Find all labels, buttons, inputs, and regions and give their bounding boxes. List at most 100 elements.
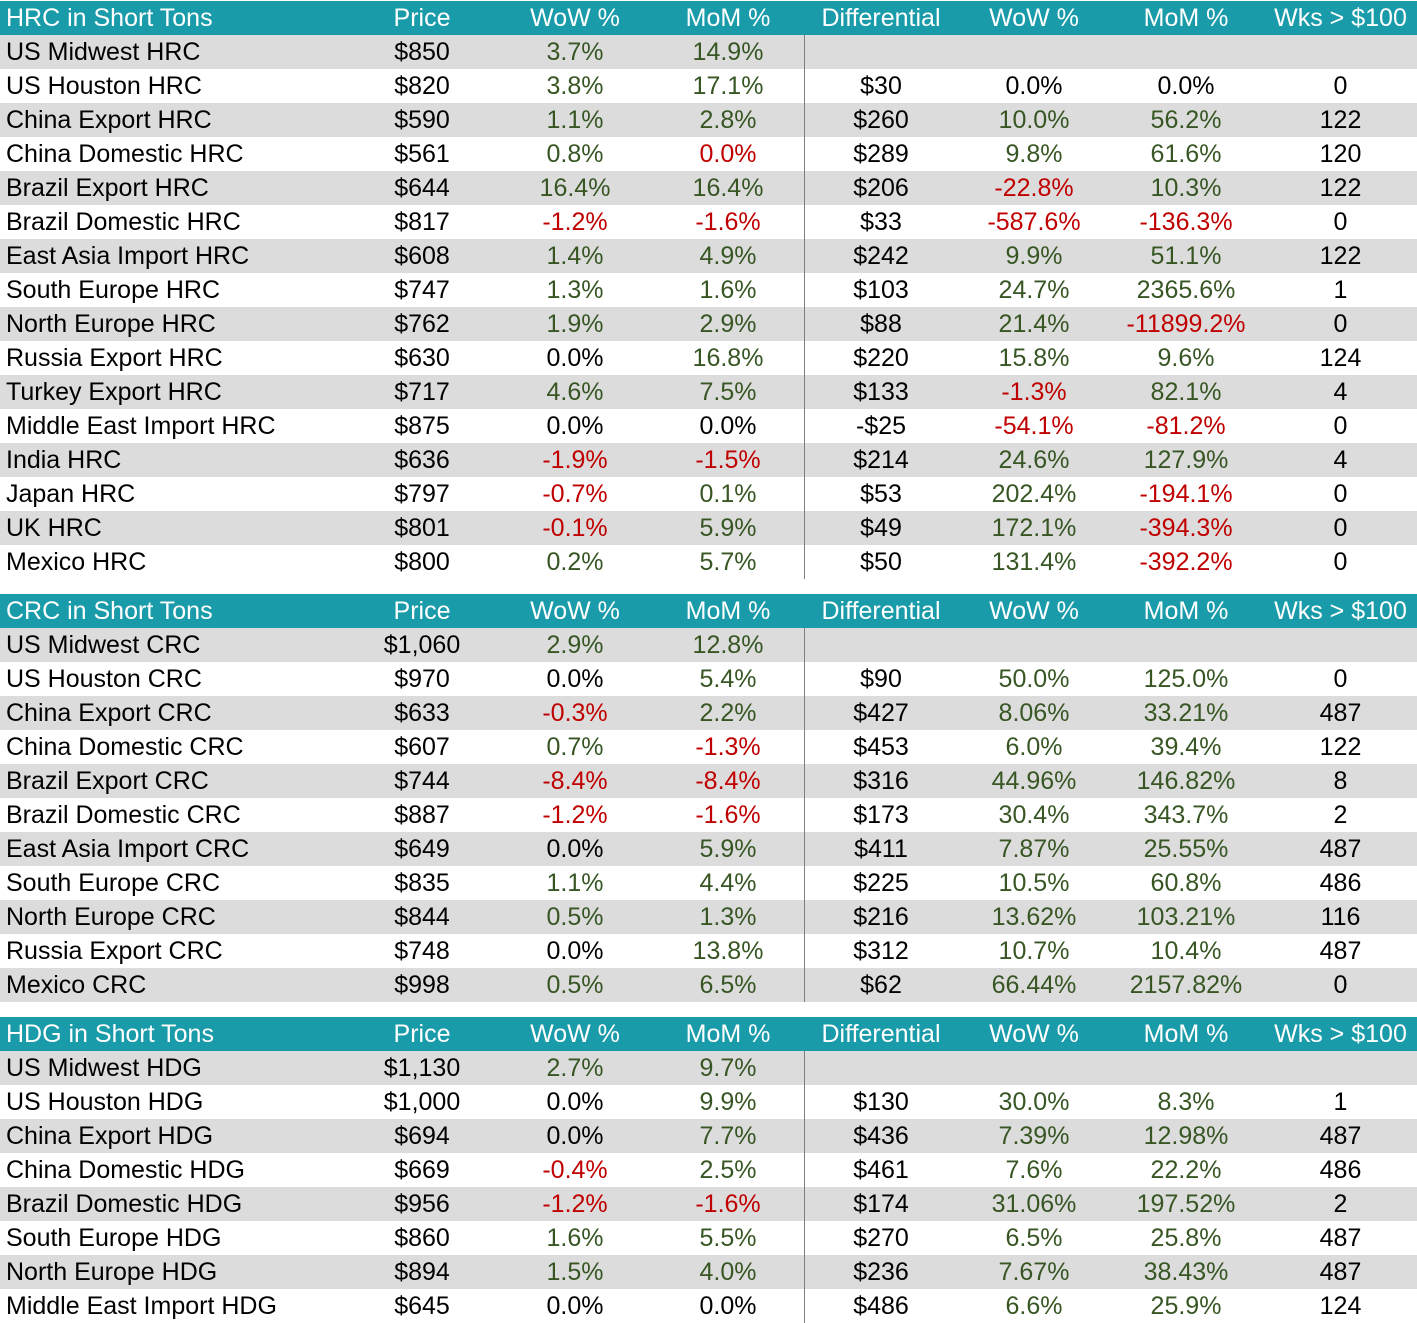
table-cell: $645 xyxy=(394,1292,450,1320)
table-cell: 50.0% xyxy=(998,665,1070,693)
table-cell: 0.0% xyxy=(546,412,604,440)
table-cell: 7.5% xyxy=(699,378,757,406)
table-row: Russia Export CRC $748 0.0% 13.8% $312 10.7% 1… xyxy=(0,934,1417,968)
table-cell: 0.0% xyxy=(1157,72,1215,100)
table-cell: -1.6% xyxy=(695,208,761,236)
table-row: North Europe CRC $844 0.5% 1.3% $216 13.62% 10… xyxy=(0,900,1417,934)
table-cell: 2.9% xyxy=(699,310,757,338)
table-cell xyxy=(1264,628,1417,662)
table-cell: -$25 xyxy=(855,412,907,440)
table-cell: -1.2% xyxy=(542,1190,608,1218)
table-cell: -0.4% xyxy=(542,1156,608,1184)
row-label: US Midwest CRC xyxy=(6,631,201,659)
row-label: US Houston HDG xyxy=(6,1088,204,1116)
table-cell: $88 xyxy=(860,310,902,338)
table-cell: 51.1% xyxy=(1150,242,1222,270)
table-cell: 13.8% xyxy=(692,937,764,965)
table-cell: 124 xyxy=(1319,344,1362,372)
table-cell: $461 xyxy=(853,1156,909,1184)
table-cell: $30 xyxy=(860,72,902,100)
column-header: MoM % xyxy=(685,4,771,32)
table-cell: 10.0% xyxy=(998,106,1070,134)
table-cell xyxy=(958,35,1110,69)
table-cell: $411 xyxy=(854,835,908,863)
column-header: MoM % xyxy=(685,597,771,625)
table-cell: $850 xyxy=(394,38,450,66)
table-cell: 9.6% xyxy=(1157,344,1215,372)
row-label: Japan HRC xyxy=(6,480,136,508)
table-cell: $887 xyxy=(394,801,450,829)
row-label: Middle East Import HDG xyxy=(6,1292,277,1320)
row-label: North Europe HDG xyxy=(6,1258,218,1286)
table-cell: 5.9% xyxy=(699,835,757,863)
column-header: WoW % xyxy=(989,1020,1079,1048)
table-row: US Midwest HRC $850 3.7% 14.9% xyxy=(0,35,1417,69)
table-cell: 39.4% xyxy=(1150,733,1222,761)
table-row: Mexico HRC $800 0.2% 5.7% $50 131.4% -392.2% 0 xyxy=(0,545,1417,579)
table-cell: 487 xyxy=(1319,1224,1362,1252)
table-cell: 0.0% xyxy=(546,1122,604,1150)
table-cell: -587.6% xyxy=(987,208,1081,236)
column-header: Price xyxy=(393,1020,451,1048)
table-cell: 122 xyxy=(1319,106,1362,134)
table-cell: $835 xyxy=(394,869,450,897)
table-cell: 8.06% xyxy=(998,699,1070,727)
table-cell: 2.5% xyxy=(699,1156,757,1184)
table-cell: $970 xyxy=(394,665,450,693)
table-row: South Europe CRC $835 1.1% 4.4% $225 10.5% 60.… xyxy=(0,866,1417,900)
row-label: Brazil Export CRC xyxy=(6,767,209,795)
table-cell xyxy=(806,1051,956,1085)
table-cell: $820 xyxy=(394,72,450,100)
row-label: East Asia Import CRC xyxy=(6,835,250,863)
table-cell: $242 xyxy=(853,242,909,270)
table-cell: 0 xyxy=(1333,208,1348,236)
table-row: East Asia Import CRC $649 0.0% 5.9% $411 7.87… xyxy=(0,832,1417,866)
table-cell: 10.4% xyxy=(1150,937,1222,965)
header-row: HDG in Short Tons Price WoW % MoM % Differen… xyxy=(0,1017,1417,1051)
table-cell: 16.4% xyxy=(539,174,611,202)
table-row: Brazil Export CRC $744 -8.4% -8.4% $316 44.96… xyxy=(0,764,1417,798)
table-row: China Export CRC $633 -0.3% 2.2% $427 8.06% 33… xyxy=(0,696,1417,730)
table-row: China Domestic HDG $669 -0.4% 2.5% $461 7.6% 2… xyxy=(0,1153,1417,1187)
table-row: Brazil Export HRC $644 16.4% 16.4% $206 -22.8… xyxy=(0,171,1417,205)
table-cell: 12.98% xyxy=(1143,1122,1229,1150)
table-cell: 0.0% xyxy=(546,344,604,372)
table-cell: $220 xyxy=(853,344,909,372)
table-cell: $636 xyxy=(394,446,450,474)
column-header: MoM % xyxy=(1143,1020,1229,1048)
table-cell: $486 xyxy=(853,1292,909,1320)
table-row: North Europe HRC $762 1.9% 2.9% $88 21.4% -118… xyxy=(0,307,1417,341)
table-cell: 1.1% xyxy=(546,869,604,897)
table-cell: 7.39% xyxy=(998,1122,1070,1150)
column-divider xyxy=(804,1051,805,1323)
table-cell: 0.0% xyxy=(546,937,604,965)
table-cell: 5.4% xyxy=(699,665,757,693)
table-cell: 1.1% xyxy=(546,106,604,134)
table-cell: 0.5% xyxy=(546,971,604,999)
table-cell: 4.4% xyxy=(699,869,757,897)
table-cell: 17.1% xyxy=(692,72,764,100)
table-cell: -394.3% xyxy=(1139,514,1233,542)
row-label: Brazil Domestic CRC xyxy=(6,801,241,829)
table-row: US Midwest CRC $1,060 2.9% 12.8% xyxy=(0,628,1417,662)
column-divider xyxy=(804,35,805,579)
table-cell: $744 xyxy=(394,767,450,795)
table-cell: $214 xyxy=(853,446,909,474)
header-row: CRC in Short Tons Price WoW % MoM % Differen… xyxy=(0,594,1417,628)
table-cell: $427 xyxy=(853,699,909,727)
column-header: HDG in Short Tons xyxy=(6,1020,214,1048)
table-cell: -392.2% xyxy=(1139,548,1233,576)
header-row: HRC in Short Tons Price WoW % MoM % Differen… xyxy=(0,1,1417,35)
table-cell: 124 xyxy=(1319,1292,1362,1320)
table-cell: $289 xyxy=(853,140,909,168)
table-cell: -11899.2% xyxy=(1126,310,1246,338)
table-cell: 31.06% xyxy=(991,1190,1077,1218)
table-row: Russia Export HRC $630 0.0% 16.8% $220 15.8% 9… xyxy=(0,341,1417,375)
hdg-table: HDG in Short Tons Price WoW % MoM % Differen… xyxy=(0,1017,1417,1323)
table-cell: 1.3% xyxy=(546,276,604,304)
table-cell: 25.9% xyxy=(1150,1292,1222,1320)
table-cell: 343.7% xyxy=(1143,801,1229,829)
table-cell: 487 xyxy=(1319,937,1362,965)
table-cell: 25.8% xyxy=(1150,1224,1222,1252)
table-row: China Domestic CRC $607 0.7% -1.3% $453 6.0% 3… xyxy=(0,730,1417,764)
